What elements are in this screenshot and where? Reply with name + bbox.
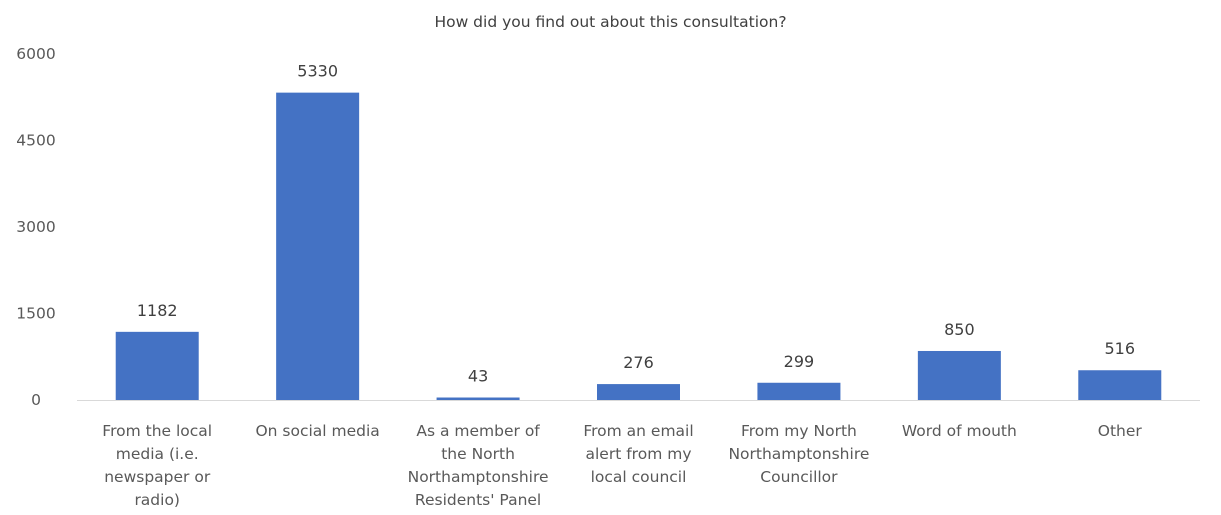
x-tick-label: From an email alert from my local council xyxy=(583,422,693,486)
bar xyxy=(597,384,680,400)
bar xyxy=(436,397,520,400)
x-tick-label-line: Other xyxy=(1098,422,1143,440)
x-tick-label-line: Councillor xyxy=(760,468,838,486)
x-tick-label-line: local council xyxy=(591,468,687,486)
x-tick-label-line: Northamptonshire xyxy=(408,468,549,486)
x-tick-label-line: alert from my xyxy=(586,445,692,463)
x-tick-label-line: On social media xyxy=(255,422,379,440)
x-tick-label: As a member of the North Northamptonshire R… xyxy=(408,422,549,509)
chart-title: How did you find out about this consulta… xyxy=(434,13,787,31)
bar xyxy=(757,382,841,400)
x-tick-label-line: the North xyxy=(441,445,515,463)
y-tick-label: 1500 xyxy=(16,305,55,323)
y-tick-label: 0 xyxy=(31,391,41,409)
data-label: 43 xyxy=(468,367,488,386)
bars xyxy=(115,92,1162,401)
bar xyxy=(276,92,360,401)
x-tick-label: On social media xyxy=(255,422,379,440)
x-tick-label-line: Residents' Panel xyxy=(415,491,541,509)
x-tick-label-line: media (i.e. xyxy=(116,445,199,463)
x-tick-label-line: From an email xyxy=(583,422,693,440)
x-tick-label-line: radio) xyxy=(134,491,180,509)
x-tick-label: Other xyxy=(1098,422,1143,440)
x-tick-label-line: Northamptonshire xyxy=(728,445,869,463)
x-tick-label-line: Word of mouth xyxy=(902,422,1017,440)
bar xyxy=(917,350,1001,400)
x-tick-label: From the local media (i.e. newspaper or rad… xyxy=(102,422,212,509)
data-label: 1182 xyxy=(137,301,178,320)
data-labels: 1182 5330 43 276 299 850 516 xyxy=(137,62,1135,386)
x-tick-label-line: From my North xyxy=(741,422,857,440)
data-label: 516 xyxy=(1105,339,1136,358)
x-tick-label-line: From the local xyxy=(102,422,212,440)
x-tick-label-line: As a member of xyxy=(416,422,540,440)
data-label: 299 xyxy=(784,352,815,371)
data-label: 5330 xyxy=(297,62,338,81)
bar xyxy=(1078,370,1162,400)
data-label: 276 xyxy=(623,353,654,372)
y-tick-label: 6000 xyxy=(16,45,55,63)
bar xyxy=(115,331,199,400)
y-tick-label: 3000 xyxy=(16,218,55,236)
y-tick-label: 4500 xyxy=(16,132,55,150)
x-tick-label: Word of mouth xyxy=(902,422,1017,440)
x-tick-label: From my North Northamptonshire Councillor xyxy=(728,422,869,486)
x-axis-labels: From the local media (i.e. newspaper or rad… xyxy=(102,422,1142,509)
x-tick-label-line: newspaper or xyxy=(104,468,211,486)
y-axis-ticks: 0 1500 3000 4500 6000 xyxy=(16,45,55,409)
data-label: 850 xyxy=(944,320,975,339)
